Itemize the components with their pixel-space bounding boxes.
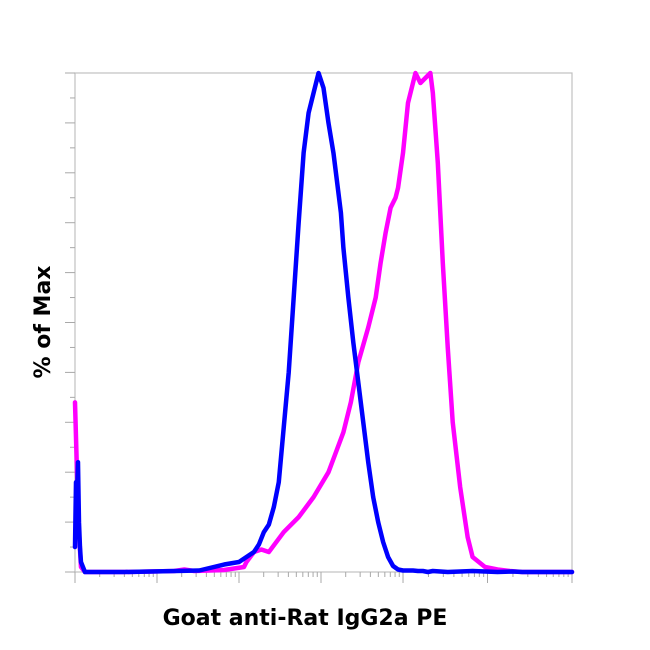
y-axis-ticks: [65, 72, 75, 573]
series-line-2: [72, 70, 575, 575]
series-layer: [72, 70, 575, 575]
x-axis-title: Goat anti-Rat IgG2a PE: [163, 606, 448, 631]
y-axis-title: % of Max: [31, 266, 56, 379]
series-line-1: [72, 70, 575, 575]
plot-frame: [74, 72, 573, 573]
